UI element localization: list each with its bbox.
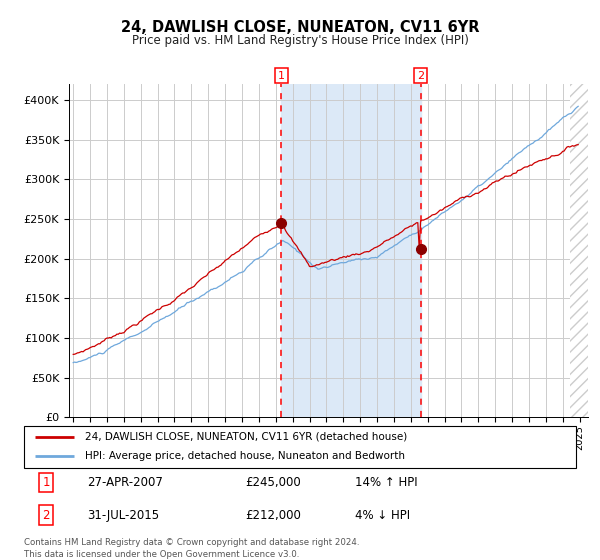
- Text: 24, DAWLISH CLOSE, NUNEATON, CV11 6YR: 24, DAWLISH CLOSE, NUNEATON, CV11 6YR: [121, 20, 479, 35]
- Text: £245,000: £245,000: [245, 476, 301, 489]
- Text: 14% ↑ HPI: 14% ↑ HPI: [355, 476, 418, 489]
- Text: 31-JUL-2015: 31-JUL-2015: [88, 509, 160, 522]
- Text: 1: 1: [278, 71, 285, 81]
- Text: Price paid vs. HM Land Registry's House Price Index (HPI): Price paid vs. HM Land Registry's House …: [131, 34, 469, 46]
- Text: 2: 2: [43, 509, 50, 522]
- Text: 4% ↓ HPI: 4% ↓ HPI: [355, 509, 410, 522]
- FancyBboxPatch shape: [24, 426, 576, 468]
- Text: 27-APR-2007: 27-APR-2007: [88, 476, 163, 489]
- Text: HPI: Average price, detached house, Nuneaton and Bedworth: HPI: Average price, detached house, Nune…: [85, 451, 405, 461]
- Bar: [570, 84, 588, 417]
- Text: Contains HM Land Registry data © Crown copyright and database right 2024.
This d: Contains HM Land Registry data © Crown c…: [24, 538, 359, 559]
- Text: 2: 2: [417, 71, 424, 81]
- Bar: [281, 84, 421, 417]
- Bar: [570, 84, 588, 417]
- Text: 24, DAWLISH CLOSE, NUNEATON, CV11 6YR (detached house): 24, DAWLISH CLOSE, NUNEATON, CV11 6YR (d…: [85, 432, 407, 442]
- Text: 1: 1: [43, 476, 50, 489]
- Text: £212,000: £212,000: [245, 509, 301, 522]
